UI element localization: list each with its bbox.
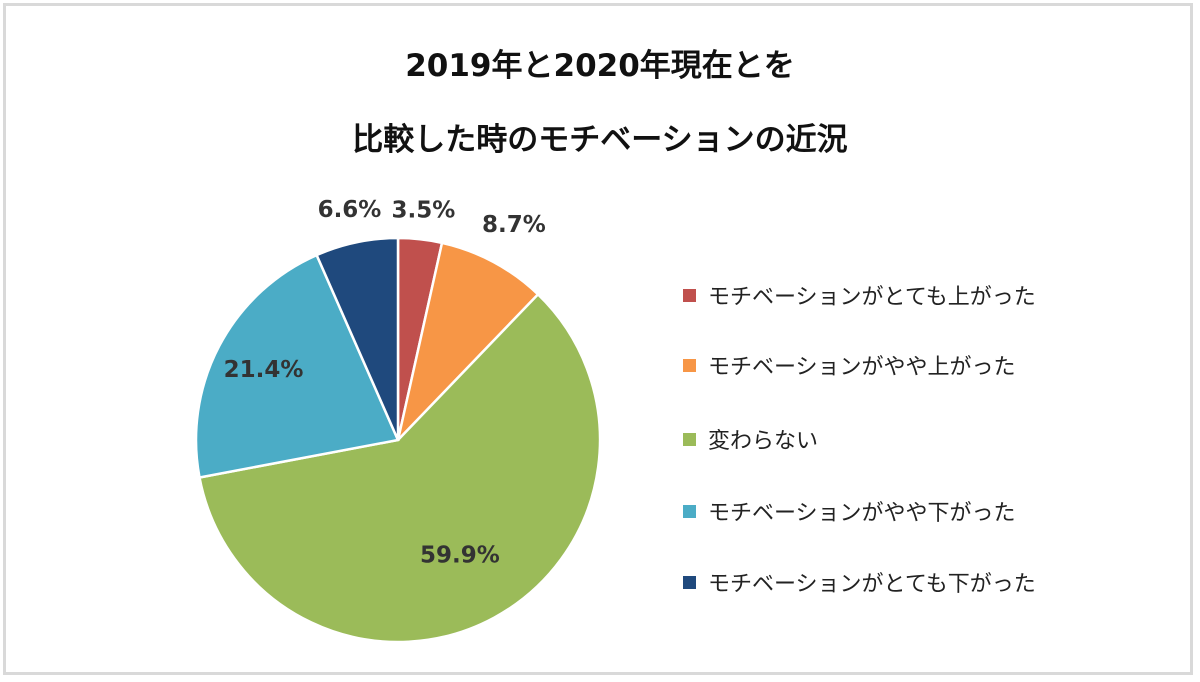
legend-swatch (683, 575, 696, 589)
data-label: 6.6% (318, 197, 382, 223)
pie-slice (198, 292, 602, 644)
data-label: 21.4% (224, 357, 304, 383)
data-label: 8.7% (482, 212, 546, 238)
chart-title-line-1: 2019年と2020年現在とを (405, 48, 795, 84)
legend-item: モチベーションがとても下がった (683, 566, 1036, 598)
legend-swatch (683, 358, 696, 372)
pie-slice (395, 241, 540, 445)
legend-item: モチベーションがとても上がった (683, 279, 1036, 311)
pie-slice (194, 253, 400, 479)
legend-item: モチベーションがやや下がった (683, 495, 1016, 527)
data-label: 59.9% (420, 542, 500, 568)
chart-title-line-2: 比較した時のモチベーションの近況 (352, 122, 848, 158)
legend-label: モチベーションがとても下がった (708, 572, 1036, 597)
legend-label: 変わらない (708, 429, 819, 454)
data-label: 3.5% (392, 197, 456, 223)
pie-slice (315, 236, 400, 441)
legend-item: 変わらない (683, 423, 818, 455)
legend-item: モチベーションがやや上がった (683, 349, 1016, 381)
legend-swatch (683, 432, 696, 446)
legend-label: モチベーションがやや上がった (708, 355, 1016, 380)
legend-label: モチベーションがやや下がった (708, 501, 1016, 526)
legend-label: モチベーションがとても上がった (708, 285, 1036, 310)
chart-frame (3, 3, 1193, 675)
legend-swatch (683, 504, 696, 518)
legend-swatch (683, 288, 696, 302)
